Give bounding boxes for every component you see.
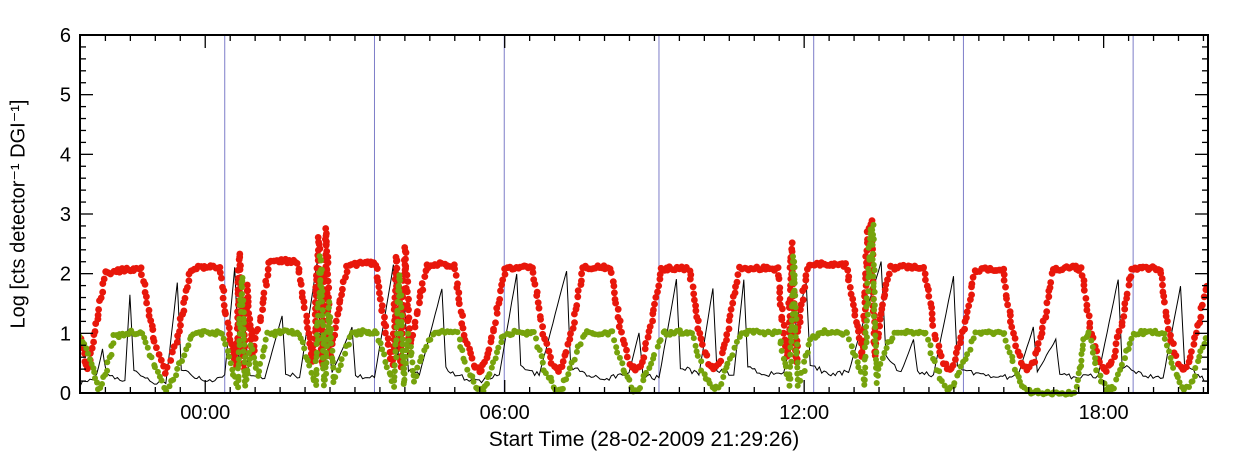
- x-tick-label: 12:00: [779, 402, 829, 424]
- y-tick-label: 6: [60, 25, 71, 47]
- x-axis-label: Start Time (28-02-2009 21:29:26): [488, 428, 800, 451]
- axis-ticks: [80, 34, 1208, 394]
- x-tick-label: 00:00: [180, 402, 230, 424]
- x-tick-label: 18:00: [1079, 402, 1129, 424]
- series-green-dots-rate: [81, 221, 1207, 398]
- y-tick-label: 1: [60, 323, 71, 345]
- y-tick-label: 3: [60, 204, 71, 226]
- vertical-time-lines: [224, 36, 1134, 392]
- y-tick-label: 2: [60, 264, 71, 286]
- y-tick-label: 4: [60, 144, 71, 166]
- y-tick-label: 0: [60, 383, 71, 405]
- x-tick-label: 06:00: [480, 402, 530, 424]
- y-axis-label: Log [cts detector⁻¹ DGI⁻¹]: [7, 99, 30, 329]
- axis-tick-labels: 0 1 2 3 4 5 6 00:00 06:00 12:00 18:00: [60, 25, 1129, 424]
- y-tick-label: 5: [60, 85, 71, 107]
- series-layer: [81, 217, 1207, 398]
